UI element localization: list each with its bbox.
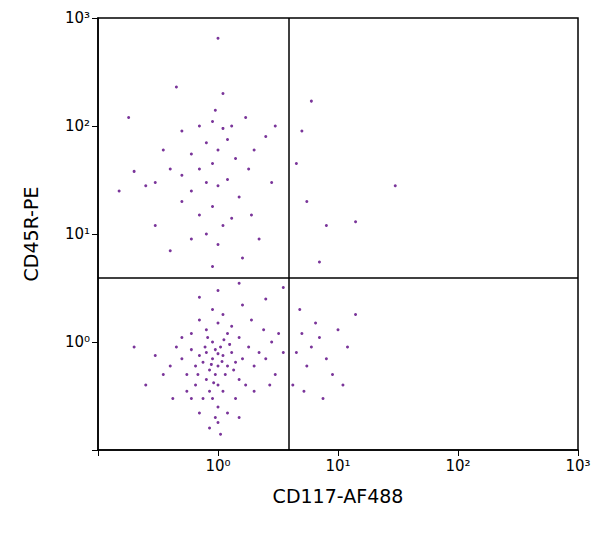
svg-text:10³: 10³ — [65, 9, 90, 27]
svg-text:10⁰: 10⁰ — [205, 457, 230, 475]
svg-text:10²: 10² — [65, 117, 90, 135]
svg-text:CD45R-PE: CD45R-PE — [20, 187, 42, 282]
svg-text:CD117-AF488: CD117-AF488 — [273, 485, 404, 507]
svg-text:10²: 10² — [445, 457, 470, 475]
svg-text:10¹: 10¹ — [325, 457, 350, 475]
svg-text:10³: 10³ — [565, 457, 590, 475]
svg-text:10¹: 10¹ — [65, 225, 90, 243]
svg-text:10⁰: 10⁰ — [65, 333, 90, 351]
